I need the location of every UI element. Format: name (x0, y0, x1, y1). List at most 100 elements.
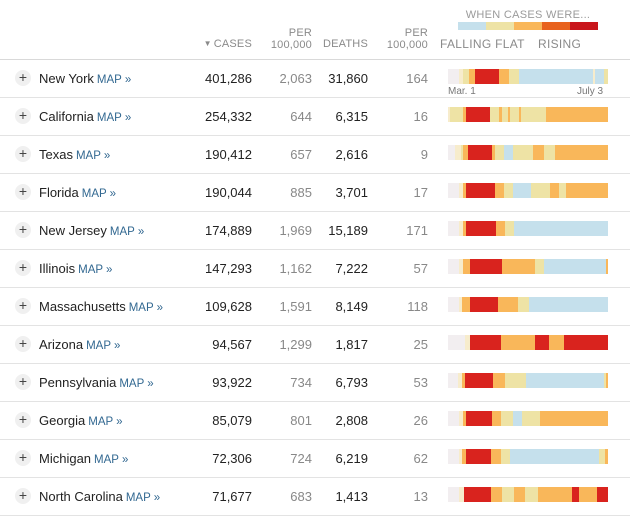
map-link[interactable]: MAP » (125, 492, 161, 504)
trend-day-cell (496, 145, 499, 160)
trend-day-cell (509, 411, 512, 426)
trend-day-cell (541, 487, 544, 502)
table-header: ▼ CASES PER 100,000 DEATHS PER 100,000 WHEN… (0, 0, 630, 60)
trend-day-cell (485, 449, 488, 464)
trend-day-cell (573, 107, 575, 122)
map-link[interactable]: MAP » (75, 150, 111, 162)
deaths-value: 7,222 (335, 261, 368, 276)
table-row[interactable]: + Georgia MAP » 85,079 801 2,808 26 (0, 402, 630, 440)
table-row[interactable]: + Massachusetts MAP » 109,628 1,591 8,149 118 (0, 288, 630, 326)
trend-day-cell (585, 69, 588, 84)
trend-day-cell (480, 107, 483, 122)
trend-day-cell (487, 297, 490, 312)
trend-day-cell (492, 335, 495, 350)
trend-day-cell (565, 449, 568, 464)
table-row[interactable]: + California MAP » 254,332 644 6,315 16 (0, 98, 630, 136)
table-row[interactable]: + New York MAP » 401,286 2,063 31,860 164 Mar. … (0, 60, 630, 98)
trend-day-cell (532, 335, 535, 350)
trend-day-cell (514, 69, 517, 84)
trend-day-cell (539, 297, 542, 312)
deaths-value: 3,701 (335, 185, 368, 200)
table-row[interactable]: + Arizona MAP » 94,567 1,299 1,817 25 (0, 326, 630, 364)
state-name: Florida MAP » (39, 185, 116, 200)
trend-day-cell (467, 69, 469, 84)
trend-day-cell (585, 107, 588, 122)
trend-day-cell (560, 69, 563, 84)
trend-day-cell (533, 183, 535, 198)
map-link[interactable]: MAP » (86, 340, 121, 352)
trend-heat-strip (448, 449, 609, 464)
table-row[interactable]: + Michigan MAP » 72,306 724 6,219 62 (0, 440, 630, 478)
table-row[interactable]: + Florida MAP » 190,044 885 3,701 17 (0, 174, 630, 212)
trend-day-cell (517, 449, 520, 464)
deaths-per-100k-value: 57 (413, 261, 428, 276)
trend-day-cell (581, 69, 584, 84)
trend-day-cell (575, 335, 578, 350)
trend-day-cell (541, 69, 544, 84)
expand-row-icon[interactable]: + (15, 488, 31, 504)
trend-day-cell (564, 69, 567, 84)
state-name: Massachusetts MAP » (39, 299, 163, 314)
cases-value: 174,889 (205, 223, 252, 238)
trend-day-cell (554, 487, 556, 502)
map-link[interactable]: MAP » (94, 454, 129, 466)
expand-row-icon[interactable]: + (15, 146, 31, 162)
expand-row-icon[interactable]: + (15, 374, 31, 390)
trend-day-cell (554, 183, 557, 198)
trend-day-cell (554, 221, 557, 236)
trend-day-cell (597, 373, 599, 388)
table-row[interactable]: + Texas MAP » 190,412 657 2,616 9 (0, 136, 630, 174)
trend-day-cell (460, 221, 463, 236)
expand-row-icon[interactable]: + (15, 260, 31, 276)
trend-day-cell (449, 145, 452, 160)
trend-day-cell (601, 335, 603, 350)
trend-day-cell (523, 297, 526, 312)
cases-column-header[interactable]: ▼ CASES (186, 38, 252, 51)
trend-day-cell (448, 449, 450, 464)
trend-day-cell (547, 145, 550, 160)
trend-day-cell (467, 145, 470, 160)
trend-day-cell (449, 449, 452, 464)
trend-day-cell (457, 335, 460, 350)
map-link[interactable]: MAP » (119, 378, 154, 390)
map-link[interactable]: MAP » (96, 74, 132, 86)
trend-day-cell (587, 145, 590, 160)
table-row[interactable]: + Pennsylvania MAP » 93,922 734 6,793 53 (0, 364, 630, 402)
map-link[interactable]: MAP » (81, 188, 117, 200)
expand-row-icon[interactable]: + (15, 336, 31, 352)
trend-day-cell (482, 297, 484, 312)
trend-day-cell (564, 297, 567, 312)
map-link[interactable]: MAP » (128, 302, 164, 314)
expand-row-icon[interactable]: + (15, 298, 31, 314)
expand-row-icon[interactable]: + (15, 70, 31, 86)
expand-row-icon[interactable]: + (15, 412, 31, 428)
trend-day-cell (603, 145, 606, 160)
table-row[interactable]: + Illinois MAP » 147,293 1,162 7,222 57 (0, 250, 630, 288)
expand-row-icon[interactable]: + (15, 222, 31, 238)
date-start-label: Mar. 1 (448, 86, 476, 97)
trend-day-cell (542, 145, 545, 160)
trend-day-cell (574, 145, 577, 160)
trend-day-cell (455, 221, 458, 236)
trend-day-cell (471, 297, 474, 312)
map-link[interactable]: MAP » (88, 416, 123, 428)
trend-day-cell (493, 107, 496, 122)
expand-row-icon[interactable]: + (15, 450, 31, 466)
trend-day-cell (560, 335, 563, 350)
expand-row-icon[interactable]: + (15, 108, 31, 124)
expand-row-icon[interactable]: + (15, 184, 31, 200)
map-link[interactable]: MAP » (109, 226, 145, 238)
trend-day-cell (516, 69, 519, 84)
table-row[interactable]: + North Carolina MAP » 71,677 683 1,413 13 (0, 478, 630, 516)
trend-day-cell (522, 183, 525, 198)
map-link[interactable]: MAP » (78, 264, 113, 276)
trend-day-cell (489, 297, 492, 312)
trend-day-cell (578, 145, 581, 160)
trend-day-cell (489, 411, 492, 426)
trend-day-cell (551, 335, 554, 350)
table-row[interactable]: + New Jersey MAP » 174,889 1,969 15,189 171 (0, 212, 630, 250)
map-link[interactable]: MAP » (96, 112, 132, 124)
trend-day-cell (604, 487, 607, 502)
trend-day-cell (573, 297, 576, 312)
trend-day-cell (449, 183, 452, 198)
